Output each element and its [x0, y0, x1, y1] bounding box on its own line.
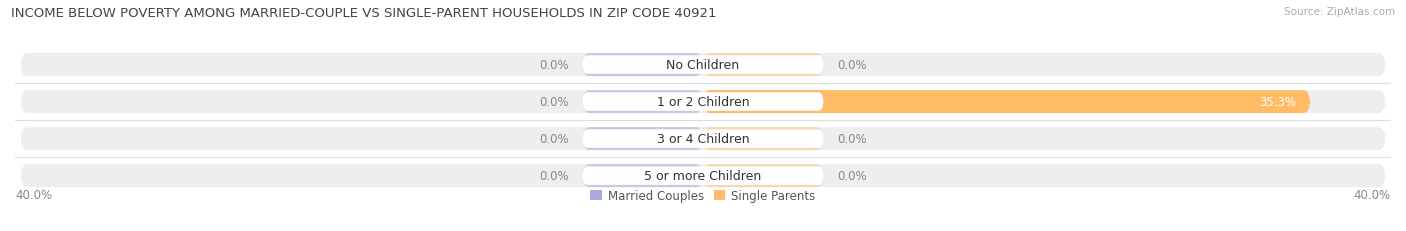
FancyBboxPatch shape: [703, 164, 824, 187]
Text: Source: ZipAtlas.com: Source: ZipAtlas.com: [1284, 7, 1395, 17]
Text: 0.0%: 0.0%: [540, 169, 569, 182]
Text: 0.0%: 0.0%: [540, 96, 569, 109]
FancyBboxPatch shape: [582, 54, 703, 77]
FancyBboxPatch shape: [703, 91, 1310, 114]
Text: INCOME BELOW POVERTY AMONG MARRIED-COUPLE VS SINGLE-PARENT HOUSEHOLDS IN ZIP COD: INCOME BELOW POVERTY AMONG MARRIED-COUPL…: [11, 7, 717, 20]
FancyBboxPatch shape: [703, 54, 824, 77]
FancyBboxPatch shape: [582, 91, 703, 114]
Text: 5 or more Children: 5 or more Children: [644, 169, 762, 182]
FancyBboxPatch shape: [582, 130, 824, 148]
Text: 40.0%: 40.0%: [15, 188, 52, 201]
FancyBboxPatch shape: [20, 128, 1386, 150]
FancyBboxPatch shape: [582, 56, 824, 74]
FancyBboxPatch shape: [20, 54, 1386, 77]
FancyBboxPatch shape: [582, 164, 703, 187]
Text: 0.0%: 0.0%: [540, 133, 569, 146]
Text: 3 or 4 Children: 3 or 4 Children: [657, 133, 749, 146]
FancyBboxPatch shape: [20, 164, 1386, 187]
Text: 0.0%: 0.0%: [837, 169, 866, 182]
Text: 0.0%: 0.0%: [540, 59, 569, 72]
Text: 0.0%: 0.0%: [837, 133, 866, 146]
Text: 0.0%: 0.0%: [837, 59, 866, 72]
Legend: Married Couples, Single Parents: Married Couples, Single Parents: [591, 189, 815, 202]
FancyBboxPatch shape: [20, 91, 1386, 114]
FancyBboxPatch shape: [582, 167, 824, 185]
Text: 1 or 2 Children: 1 or 2 Children: [657, 96, 749, 109]
Text: No Children: No Children: [666, 59, 740, 72]
FancyBboxPatch shape: [582, 128, 703, 150]
FancyBboxPatch shape: [703, 128, 824, 150]
Text: 35.3%: 35.3%: [1260, 96, 1296, 109]
FancyBboxPatch shape: [582, 93, 824, 111]
Text: 40.0%: 40.0%: [1354, 188, 1391, 201]
